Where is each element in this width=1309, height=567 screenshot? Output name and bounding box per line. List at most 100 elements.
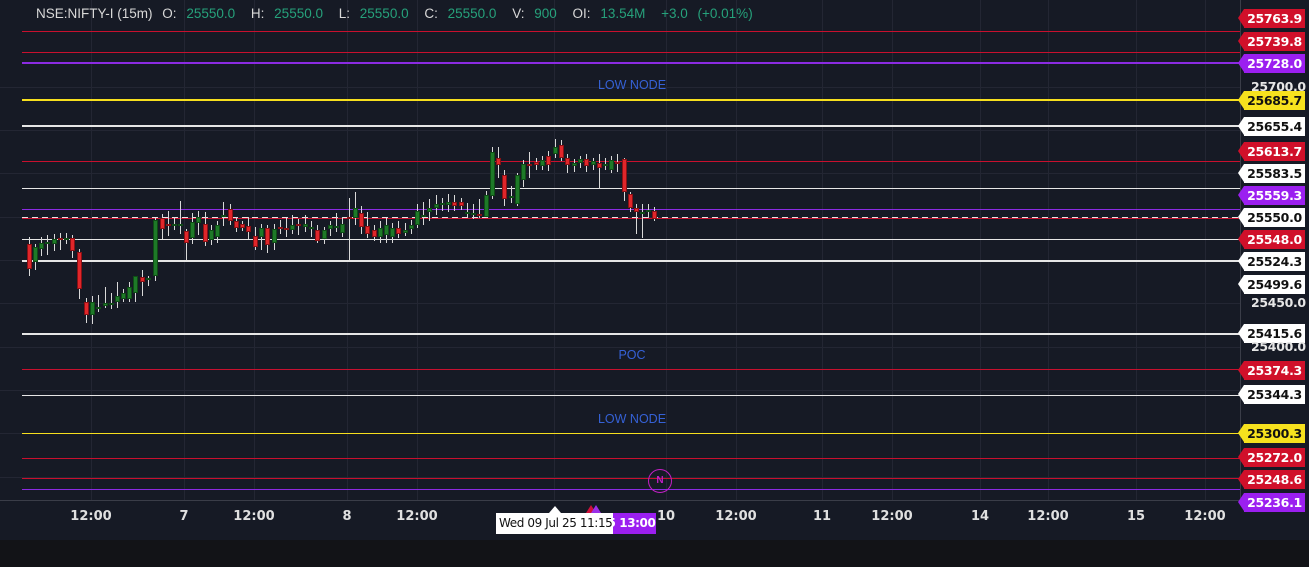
price-tag-red[interactable]: 25613.7 [1238, 142, 1305, 161]
candle-bullish[interactable] [221, 214, 226, 217]
candle-bearish[interactable] [365, 226, 370, 234]
price-tag-red[interactable]: 25548.0 [1238, 230, 1305, 249]
price-tag-yellow[interactable]: 25300.3 [1238, 424, 1305, 443]
price-tag-purple[interactable]: 25559.3 [1238, 186, 1305, 205]
candle-bullish[interactable] [115, 296, 120, 302]
candle-bullish[interactable] [403, 230, 408, 234]
candle-bullish[interactable] [471, 213, 476, 216]
candle-bullish[interactable] [409, 225, 414, 229]
candle-bearish[interactable] [27, 244, 32, 269]
level-line-white[interactable] [22, 394, 1240, 397]
candle-bullish[interactable] [303, 224, 308, 227]
candle-bullish[interactable] [446, 201, 451, 206]
candle-bullish[interactable] [378, 227, 383, 237]
candle-bullish[interactable] [272, 228, 277, 244]
candle-bullish[interactable] [290, 225, 295, 231]
candle-bullish[interactable] [52, 239, 57, 245]
candle-bullish[interactable] [178, 223, 183, 226]
candle-bearish[interactable] [477, 213, 482, 216]
candle-bullish[interactable] [490, 151, 495, 196]
candle-bullish[interactable] [603, 163, 608, 166]
candle-bearish[interactable] [70, 238, 75, 252]
candle-bearish[interactable] [584, 158, 589, 167]
candle-bearish[interactable] [628, 194, 633, 208]
candle-bearish[interactable] [234, 220, 239, 228]
candle-bullish[interactable] [434, 204, 439, 208]
level-line-purple[interactable] [22, 62, 1240, 64]
candle-bullish[interactable] [190, 221, 195, 239]
candle-bearish[interactable] [203, 224, 208, 242]
candle-bullish[interactable] [172, 224, 177, 227]
candle-bearish[interactable] [140, 277, 145, 282]
candle-bullish[interactable] [591, 161, 596, 165]
candle-bearish[interactable] [559, 144, 564, 158]
level-line-red[interactable] [22, 52, 1240, 54]
candle-bearish[interactable] [615, 162, 620, 164]
candle-bullish[interactable] [153, 220, 158, 276]
candle-bearish[interactable] [228, 208, 233, 221]
candle-bullish[interactable] [33, 246, 38, 262]
candle-bullish[interactable] [209, 229, 214, 240]
level-line-white[interactable] [22, 333, 1240, 335]
candle-bullish[interactable] [465, 212, 470, 215]
candle-bearish[interactable] [459, 201, 464, 207]
price-tag-white[interactable]: 25655.4 [1238, 117, 1305, 136]
candle-bearish[interactable] [184, 231, 189, 244]
candle-bearish[interactable] [246, 226, 251, 233]
candle-bullish[interactable] [572, 162, 577, 167]
candle-bullish[interactable] [521, 163, 526, 181]
candle-bullish[interactable] [415, 210, 420, 226]
candle-bearish[interactable] [296, 224, 301, 227]
level-line-red[interactable] [22, 31, 1240, 33]
candle-bearish[interactable] [166, 223, 171, 226]
candle-bullish[interactable] [334, 226, 339, 229]
candle-bullish[interactable] [553, 147, 558, 155]
candle-bullish[interactable] [421, 214, 426, 217]
candle-bullish[interactable] [259, 227, 264, 237]
candle-bearish[interactable] [496, 157, 501, 165]
candle-bullish[interactable] [390, 227, 395, 237]
level-line-red[interactable] [22, 457, 1240, 459]
level-line-white[interactable] [22, 260, 1240, 262]
candle-bullish[interactable] [515, 175, 520, 205]
level-line-current[interactable] [22, 216, 1240, 219]
candle-bullish[interactable] [121, 292, 126, 299]
candle-bullish[interactable] [127, 286, 132, 299]
symbol-label[interactable]: NSE:NIFTY-I (15m) [36, 6, 153, 21]
price-tag-red[interactable]: 25739.8 [1238, 32, 1305, 51]
candle-bearish[interactable] [77, 252, 82, 290]
price-tag-red[interactable]: 25374.3 [1238, 361, 1305, 380]
price-tag-white[interactable]: 25524.3 [1238, 252, 1305, 271]
candle-bearish[interactable] [359, 213, 364, 227]
candle-bullish[interactable] [133, 276, 138, 293]
candle-bullish[interactable] [109, 303, 114, 306]
candle-bullish[interactable] [440, 202, 445, 205]
candle-bullish[interactable] [322, 230, 327, 240]
level-line-red[interactable] [22, 218, 1240, 220]
level-line-purple[interactable] [22, 488, 1240, 491]
candle-bearish[interactable] [278, 226, 283, 229]
price-tag-current[interactable]: 25550.0 [1238, 208, 1305, 227]
news-event-marker[interactable]: N [648, 469, 672, 493]
candle-bearish[interactable] [58, 238, 63, 241]
price-tag-white[interactable]: 25344.3 [1238, 385, 1305, 404]
candle-bullish[interactable] [309, 226, 314, 229]
price-tag-yellow[interactable]: 25685.7 [1238, 91, 1305, 110]
candle-bearish[interactable] [534, 162, 539, 166]
candle-bearish[interactable] [597, 162, 602, 169]
candle-bullish[interactable] [509, 195, 514, 198]
candle-bullish[interactable] [96, 306, 101, 309]
level-line-red[interactable] [22, 161, 1240, 163]
candle-bearish[interactable] [265, 227, 270, 246]
candle-bearish[interactable] [315, 229, 320, 241]
candle-bullish[interactable] [340, 223, 345, 234]
candle-bearish[interactable] [396, 227, 401, 234]
candle-bullish[interactable] [103, 303, 108, 306]
candle-bearish[interactable] [634, 207, 639, 213]
candle-bullish[interactable] [384, 225, 389, 235]
price-tag-red[interactable]: 25763.9 [1238, 9, 1305, 28]
candle-bullish[interactable] [196, 216, 201, 223]
candle-bearish[interactable] [284, 227, 289, 230]
candle-bearish[interactable] [84, 301, 89, 316]
candle-bullish[interactable] [45, 241, 50, 244]
